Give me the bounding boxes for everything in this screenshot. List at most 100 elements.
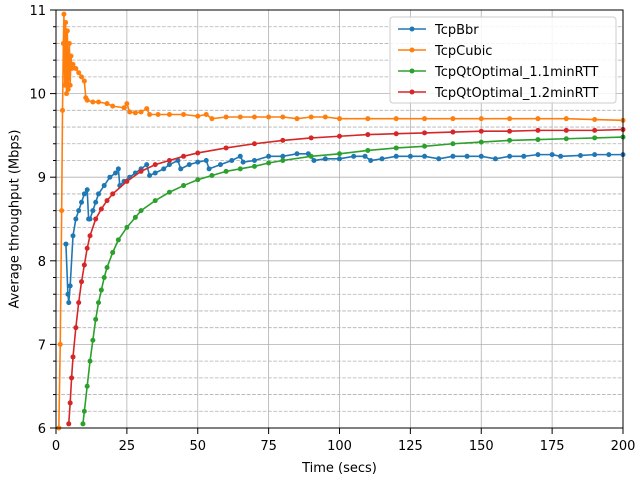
- data-point: [147, 173, 153, 179]
- data-point: [535, 137, 541, 143]
- data-point: [76, 70, 82, 76]
- data-point: [144, 106, 150, 112]
- data-point: [507, 153, 513, 159]
- data-point: [592, 152, 598, 158]
- data-point: [592, 117, 598, 123]
- data-point: [70, 61, 76, 67]
- x-tick-label: 150: [469, 439, 494, 454]
- y-tick-label: 8: [38, 255, 46, 270]
- data-point: [124, 224, 130, 230]
- data-point: [110, 103, 116, 109]
- data-point: [138, 208, 144, 214]
- data-point: [478, 153, 484, 159]
- x-tick-label: 100: [327, 439, 352, 454]
- data-point: [96, 300, 102, 306]
- data-point: [124, 178, 130, 184]
- data-point: [166, 157, 172, 163]
- data-point: [121, 105, 127, 111]
- data-point: [368, 157, 374, 163]
- data-point: [67, 400, 73, 406]
- data-point: [521, 153, 527, 159]
- data-point: [124, 101, 130, 107]
- data-point: [152, 170, 158, 176]
- data-point: [152, 198, 158, 204]
- data-point: [492, 156, 498, 162]
- data-point: [57, 341, 63, 347]
- data-point: [67, 82, 73, 88]
- data-point: [98, 206, 104, 212]
- data-point: [115, 237, 121, 243]
- data-point: [73, 216, 79, 222]
- data-point: [104, 264, 110, 270]
- data-point: [66, 421, 72, 427]
- data-point: [535, 116, 541, 122]
- data-point: [422, 116, 428, 122]
- data-point: [147, 112, 153, 117]
- data-point: [507, 137, 513, 143]
- data-point: [80, 421, 86, 427]
- data-point: [195, 177, 201, 183]
- data-point: [181, 183, 187, 189]
- data-point: [73, 325, 79, 331]
- data-point: [266, 160, 272, 166]
- data-point: [60, 40, 66, 46]
- data-point: [478, 139, 484, 145]
- data-point: [96, 99, 102, 105]
- data-point: [70, 354, 76, 360]
- legend-item-1: TcpCubic: [398, 44, 492, 59]
- data-point: [294, 151, 300, 157]
- data-point: [209, 116, 215, 122]
- data-point: [558, 153, 564, 159]
- data-point: [62, 82, 68, 88]
- data-point: [365, 116, 371, 122]
- data-point: [592, 135, 598, 141]
- data-point: [563, 116, 569, 122]
- y-tick-label: 9: [38, 171, 46, 186]
- legend-marker: [409, 68, 415, 74]
- data-point: [93, 216, 99, 222]
- data-point: [166, 189, 172, 195]
- data-point: [63, 241, 69, 247]
- data-point: [79, 74, 85, 80]
- data-point: [365, 132, 371, 138]
- data-point: [365, 147, 371, 153]
- data-point: [61, 11, 67, 17]
- data-point: [79, 279, 85, 285]
- data-point: [464, 153, 470, 159]
- y-tick-label: 6: [38, 422, 46, 437]
- data-point: [478, 116, 484, 122]
- data-point: [90, 99, 96, 105]
- data-point: [237, 166, 243, 172]
- data-point: [362, 153, 368, 159]
- data-point: [206, 166, 212, 172]
- data-point: [93, 316, 99, 322]
- data-point: [107, 174, 113, 180]
- data-point: [115, 166, 121, 172]
- data-point: [280, 153, 286, 159]
- data-point: [422, 130, 428, 136]
- data-point: [84, 245, 90, 251]
- x-tick-label: 25: [119, 439, 136, 454]
- legend-marker: [409, 89, 415, 95]
- data-point: [81, 262, 87, 268]
- y-axis-label: Average throughput (Mbps): [8, 130, 23, 309]
- data-point: [450, 116, 456, 122]
- legend-box: [389, 16, 617, 104]
- data-point: [266, 153, 272, 159]
- data-point: [337, 151, 342, 157]
- data-point: [175, 157, 181, 163]
- data-point: [66, 40, 72, 46]
- data-point: [229, 157, 235, 163]
- data-point: [450, 129, 456, 135]
- data-point: [237, 114, 243, 120]
- data-point: [251, 163, 257, 169]
- data-point: [104, 101, 110, 107]
- data-point: [166, 112, 172, 117]
- data-point: [181, 153, 187, 159]
- data-point: [223, 114, 229, 120]
- data-point: [101, 183, 107, 189]
- data-point: [563, 127, 569, 133]
- data-point: [138, 168, 144, 174]
- data-point: [223, 168, 229, 174]
- data-point: [127, 109, 133, 115]
